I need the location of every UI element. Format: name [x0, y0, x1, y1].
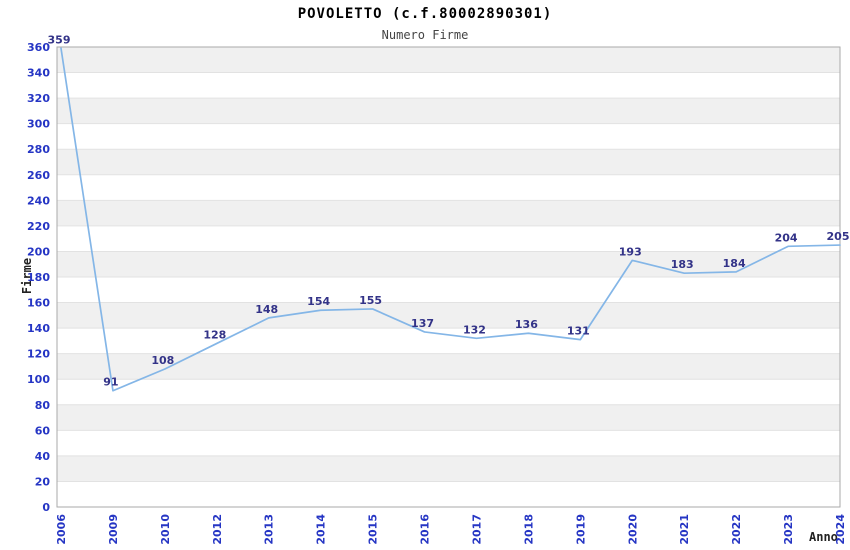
data-label: 193: [619, 245, 642, 258]
x-tick-label: 2016: [419, 514, 432, 545]
y-tick-label: 280: [27, 143, 50, 156]
chart-title: POVOLETTO (c.f.80002890301): [297, 6, 553, 22]
data-label: 148: [255, 303, 278, 316]
y-tick-label: 360: [27, 41, 50, 54]
y-tick-label: 240: [27, 194, 50, 207]
y-tick-label: 220: [27, 220, 50, 233]
plot-band: [57, 47, 840, 73]
y-tick-label: 320: [27, 92, 50, 105]
data-label: 91: [103, 376, 118, 389]
y-tick-label: 140: [27, 322, 50, 335]
data-label: 184: [723, 257, 746, 270]
y-tick-label: 160: [27, 297, 50, 310]
y-tick-label: 40: [35, 450, 51, 463]
plot-band: [57, 353, 840, 380]
y-tick-label: 180: [27, 271, 50, 284]
data-label: 128: [203, 328, 226, 341]
data-label: 205: [827, 230, 850, 243]
x-tick-label: 2021: [678, 514, 691, 545]
data-label: 359: [48, 33, 71, 46]
data-label: 137: [411, 317, 434, 330]
x-tick-label: 2015: [367, 514, 380, 545]
data-label: 136: [515, 318, 538, 331]
x-tick-label: 2024: [834, 514, 847, 545]
plot-band: [57, 404, 840, 431]
plot-band: [57, 302, 840, 329]
x-tick-label: 2022: [730, 514, 743, 545]
y-tick-label: 300: [27, 118, 50, 131]
y-tick-label: 0: [42, 501, 50, 514]
x-tick-label: 2014: [315, 514, 328, 545]
x-tick-label: 2006: [55, 514, 68, 545]
y-tick-label: 80: [35, 399, 51, 412]
plot-band: [57, 98, 840, 124]
plot-border: [56, 46, 841, 508]
data-label: 183: [671, 258, 694, 271]
x-tick-label: 2020: [626, 514, 639, 545]
plot-band: [57, 455, 840, 482]
x-tick-label: 2018: [522, 514, 535, 545]
y-tick-label: 60: [35, 424, 51, 437]
data-label: 132: [463, 323, 486, 336]
y-tick-label: 120: [27, 348, 50, 361]
x-tick-label: 2017: [470, 514, 483, 545]
plot-band: [57, 149, 840, 175]
y-tick-label: 100: [27, 373, 50, 386]
x-tick-label: 2012: [211, 514, 224, 545]
y-tick-label: 20: [35, 475, 51, 488]
data-label: 154: [307, 295, 330, 308]
x-tick-label: 2023: [782, 514, 795, 545]
x-tick-label: 2019: [574, 514, 587, 545]
data-label: 155: [359, 294, 382, 307]
data-label: 131: [567, 325, 590, 338]
x-tick-label: 2009: [107, 514, 120, 545]
x-tick-label: 2013: [263, 514, 276, 545]
chart-subtitle: Numero Firme: [381, 28, 469, 42]
data-label: 108: [151, 354, 174, 367]
x-axis-title: Anno: [809, 530, 838, 544]
y-tick-label: 340: [27, 67, 50, 80]
data-label: 204: [775, 231, 798, 244]
x-tick-label: 2010: [159, 514, 172, 545]
y-tick-label: 260: [27, 169, 50, 182]
y-tick-label: 200: [27, 245, 50, 258]
data-line: [60, 47, 841, 392]
plot-band: [57, 200, 840, 226]
